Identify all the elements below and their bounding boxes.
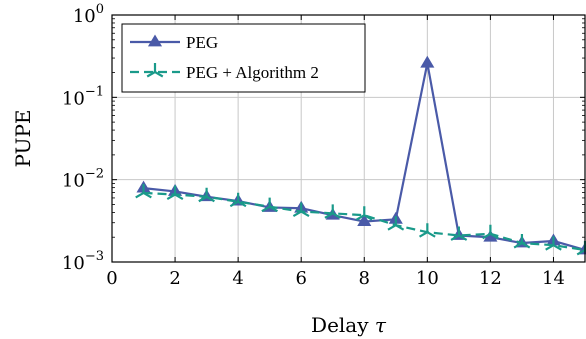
data-point-marker	[292, 202, 310, 217]
series-layer	[135, 55, 586, 256]
data-point-marker	[135, 183, 152, 199]
data-point-marker	[166, 185, 184, 200]
y-tick-label: 10−2	[62, 167, 104, 192]
data-point-marker	[418, 223, 436, 238]
data-point-marker	[357, 214, 372, 226]
data-point-marker	[261, 197, 279, 213]
series-peg-algorithm-2	[135, 183, 586, 256]
data-point-marker	[513, 234, 531, 249]
x-tick-label: 2	[169, 268, 180, 289]
y-tick-label: 10−1	[62, 84, 104, 109]
x-tick-label: 6	[295, 268, 306, 289]
legend-marker	[146, 63, 164, 78]
y-tick-label: 100	[73, 2, 104, 27]
x-axis-label-text: Delay	[311, 313, 369, 337]
data-point-marker	[229, 192, 247, 208]
legend-label: PEG	[186, 33, 218, 52]
data-point-marker	[324, 204, 342, 219]
data-point-marker	[355, 206, 373, 221]
x-tick-label: 10	[416, 268, 439, 289]
x-axis-label: Delay τ	[311, 313, 387, 337]
legend: PEG PEG + Algorithm 2	[121, 23, 366, 93]
tick-marks	[111, 14, 585, 263]
plot-frame	[111, 14, 586, 263]
y-tick-labels: 10−3 10−2 10−1 100	[62, 2, 104, 274]
legend-label: PEG + Algorithm 2	[186, 63, 319, 82]
x-axis-label-symbol: τ	[375, 313, 387, 337]
x-tick-label: 8	[359, 268, 370, 289]
legend-entry: PEG + Algorithm 2	[130, 63, 319, 82]
legend-box	[121, 23, 366, 93]
y-axis-label: PUPE	[11, 109, 35, 167]
x-tick-label: 0	[106, 268, 117, 289]
data-point-marker	[545, 236, 562, 251]
legend-marker	[147, 34, 163, 47]
legend-entry: PEG	[130, 33, 218, 52]
y-tick-label: 10−3	[62, 249, 104, 274]
data-point-marker	[420, 55, 435, 68]
x-tick-labels: 0 2 4 6 8 10 12 14	[106, 268, 565, 289]
data-point-marker	[450, 226, 468, 241]
series-line	[143, 191, 586, 252]
data-point-marker	[198, 187, 215, 203]
x-tick-label: 14	[542, 268, 565, 289]
data-point-marker	[387, 216, 405, 231]
x-tick-label: 4	[232, 268, 243, 289]
x-tick-label: 12	[479, 268, 502, 289]
data-point-marker	[482, 224, 499, 240]
